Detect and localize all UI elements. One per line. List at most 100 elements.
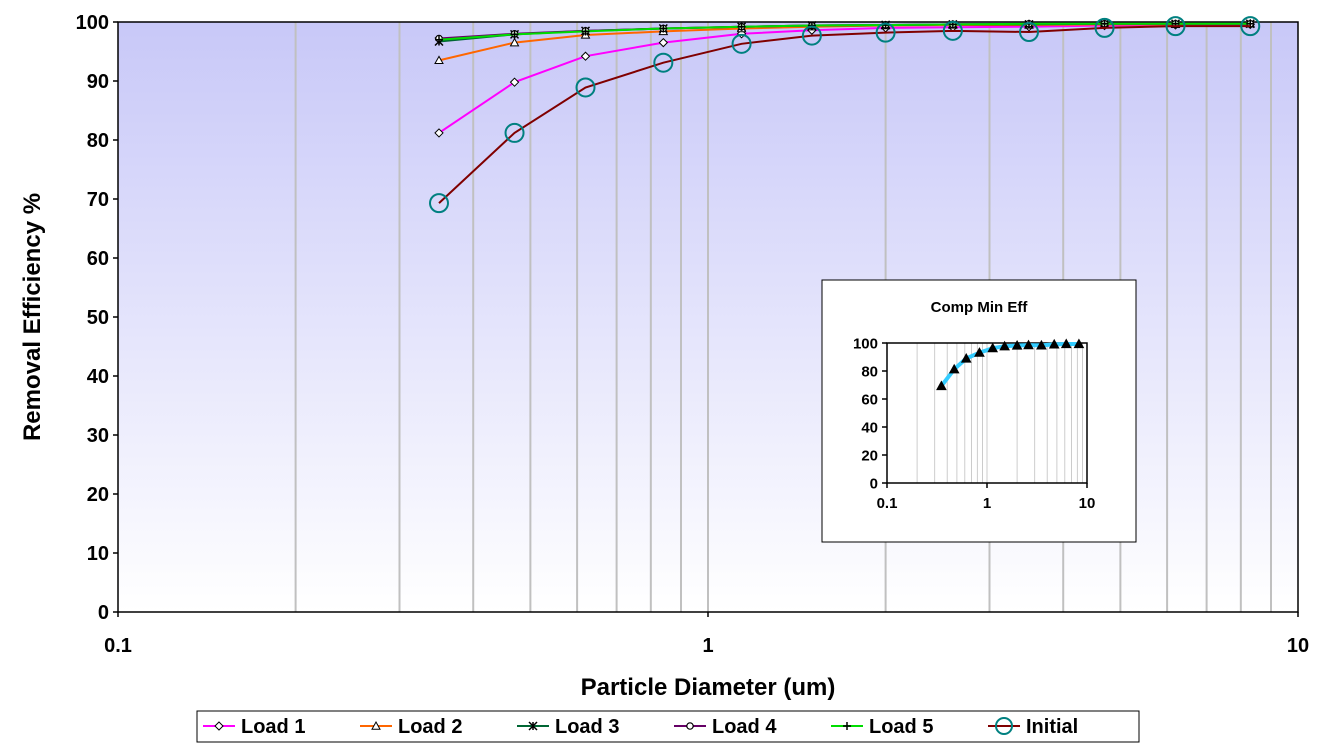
main-series-line-6 — [438, 25, 1251, 204]
legend-marker-shape — [995, 717, 1013, 735]
main-point — [580, 51, 591, 61]
main-point — [510, 30, 519, 39]
inset-point-shape — [1011, 339, 1023, 350]
main-point — [658, 37, 669, 48]
inset-point — [960, 353, 972, 363]
x-axis-title: Particle Diameter (um) — [581, 674, 836, 701]
inset-y-tick-label: 20 — [861, 447, 878, 464]
legend-marker — [995, 717, 1013, 735]
main-point-shape — [1240, 16, 1261, 37]
main-point-shape — [737, 22, 746, 31]
inset-x-tick-label: 10 — [1079, 495, 1096, 512]
main-point-shape — [1100, 19, 1109, 28]
main-y-tick-label: 90 — [87, 71, 109, 93]
inset-point-shape — [1023, 339, 1034, 350]
inset-point-shape — [960, 353, 972, 363]
main-x-tick-label: 10 — [1287, 635, 1309, 657]
inset-point-shape — [999, 340, 1010, 351]
inset-point-shape — [974, 347, 985, 357]
main-y-tick-label: 50 — [87, 307, 109, 329]
main-point-shape — [659, 24, 668, 33]
legend-item-4: Load 4 — [674, 716, 777, 738]
legend-label: Load 3 — [555, 716, 619, 738]
main-y-tick-label: 20 — [87, 484, 109, 506]
inset-point-shape — [1060, 338, 1072, 349]
legend-marker-shape — [843, 722, 851, 730]
inset-y-tick-label: 80 — [861, 363, 878, 380]
legend-label: Initial — [1026, 716, 1078, 738]
main-y-tick-label: 100 — [76, 12, 109, 34]
legend-item-3: Load 3 — [517, 716, 619, 738]
legend-marker — [371, 720, 381, 730]
inset-point — [974, 347, 985, 357]
inset-y-tick-label: 0 — [870, 475, 878, 492]
main-point — [875, 22, 896, 43]
inset-y-tick-label: 40 — [861, 419, 878, 436]
main-point-shape — [509, 77, 520, 87]
inset-x-tick-label: 1 — [983, 495, 991, 512]
main-point-shape — [801, 25, 822, 46]
legend-item-1: Load 1 — [203, 716, 305, 738]
main-point-shape — [653, 52, 674, 73]
inset-point — [987, 342, 999, 353]
legend-marker — [528, 721, 538, 731]
legend — [196, 710, 1140, 743]
inset-point — [1048, 338, 1060, 349]
main-series-line-1 — [438, 23, 1251, 134]
main-y-tick-label: 30 — [87, 425, 109, 447]
y-axis-title: Removal Efficiency % — [19, 193, 46, 441]
inset-point — [999, 340, 1010, 351]
main-y-tick-label: 60 — [87, 248, 109, 270]
main-point-shape — [580, 51, 591, 61]
inset-point-shape — [1073, 338, 1085, 349]
legend-marker-shape — [371, 720, 381, 730]
inset-grid — [916, 343, 1083, 483]
inset-point — [1060, 338, 1072, 349]
legend-label: Load 5 — [869, 716, 933, 738]
legend-marker-shape — [214, 721, 224, 731]
inset-y-tick-label: 60 — [861, 391, 878, 408]
inset-point — [1023, 339, 1034, 350]
legend-label: Load 4 — [712, 716, 777, 738]
inset-point — [948, 363, 960, 374]
main-series-line-5 — [438, 22, 1251, 41]
main-point-shape — [575, 77, 596, 98]
main-point — [509, 37, 520, 47]
inset-x-tick-label: 0.1 — [877, 495, 898, 512]
inset-point — [1073, 338, 1085, 349]
legend-marker — [686, 722, 694, 730]
inset-point-shape — [1036, 339, 1047, 350]
main-y-tick-label: 10 — [87, 543, 109, 565]
main-point — [429, 193, 450, 214]
main-point — [653, 52, 674, 73]
main-point-shape — [731, 33, 752, 54]
inset-y-tick-label: 100 — [853, 335, 878, 352]
inset-series — [936, 338, 1085, 391]
main-point-shape — [509, 37, 520, 47]
main-point-shape — [429, 193, 450, 214]
main-point — [942, 20, 963, 41]
main-point-shape — [875, 22, 896, 43]
inset-axes: 0 20 40 60 80 100 0.1 1 10 — [853, 335, 1095, 512]
main-point — [801, 25, 822, 46]
main-point — [434, 128, 444, 138]
main-point-shape — [434, 55, 444, 65]
main-point-shape — [1094, 17, 1115, 38]
main-point — [807, 21, 816, 30]
main-point — [509, 77, 520, 87]
legend-marker — [214, 721, 224, 731]
inset-point-shape — [987, 342, 999, 353]
main-x-tick-label: 0.1 — [104, 635, 132, 657]
main-point-shape — [504, 122, 525, 143]
inset-point-shape — [936, 380, 947, 391]
main-x-tick-label: 1 — [702, 635, 713, 657]
main-point-shape — [807, 21, 816, 30]
main-point — [1100, 19, 1109, 28]
main-y-tick-label: 40 — [87, 366, 109, 388]
inset-point — [936, 380, 947, 391]
legend-label: Load 2 — [398, 716, 462, 738]
main-point — [737, 22, 746, 31]
main-y-tick-label: 0 — [98, 602, 109, 624]
